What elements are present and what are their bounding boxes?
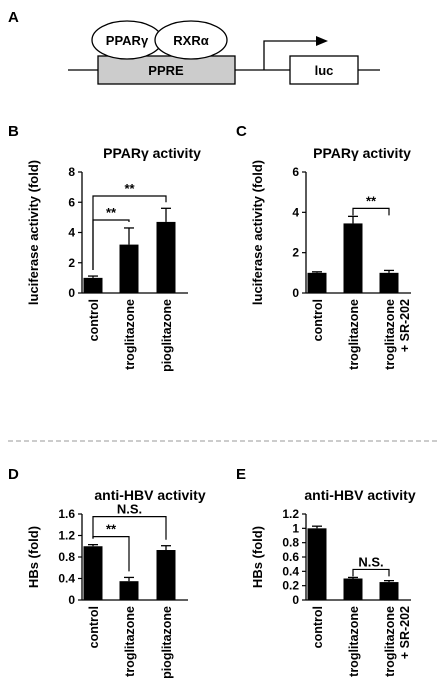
panel-letter-a: A (8, 9, 19, 26)
category-label: control (311, 299, 325, 341)
panel-letter-c: C (236, 123, 247, 140)
category-label: troglitazone (123, 299, 137, 370)
rxr-alpha-ellipse (154, 20, 228, 60)
ppre-box (97, 55, 236, 85)
chart-title: PPARγ activity (103, 145, 201, 161)
category-label: troglitazone (123, 606, 137, 677)
category-label: troglitazone (383, 606, 397, 677)
panel-letter-d: D (8, 466, 19, 483)
significance-bracket (92, 195, 167, 271)
chart-title: anti-HBV activity (94, 487, 205, 503)
y-axis-label: HBs (fold) (250, 526, 265, 588)
significance-label: ** (124, 181, 135, 196)
category-label: control (87, 606, 101, 648)
y-tick-label: 4 (292, 205, 299, 219)
y-tick-label: 4 (68, 226, 75, 240)
bar (379, 582, 399, 600)
y-tick-label: 6 (68, 195, 75, 209)
y-tick-label: 0.2 (282, 579, 299, 593)
category-label: + SR-202 (398, 606, 412, 659)
significance-label: N.S. (117, 502, 142, 517)
significance-label: ** (106, 205, 117, 220)
bar (119, 244, 139, 293)
y-tick-label: 0.4 (282, 564, 299, 578)
bar (119, 581, 139, 600)
chart-c-ppar-activity-sr202: PPARγ activity luciferase activity (fold)… (250, 145, 412, 370)
bar (379, 272, 399, 293)
category-label: control (87, 299, 101, 341)
y-tick-label: 1.6 (58, 507, 75, 521)
y-tick-label: 0.4 (58, 572, 75, 586)
category-label: troglitazone (383, 299, 397, 370)
transcription-arrow-head (316, 36, 328, 46)
category-label: + SR-202 (398, 299, 412, 352)
chart-d-anti-hbv: anti-HBV activity HBs (fold) 0 0.4 0.8 1.2 1.6… (26, 487, 206, 679)
y-tick-label: 0 (292, 593, 299, 607)
significance-bracket (92, 516, 167, 540)
y-tick-label: 0.8 (282, 536, 299, 550)
y-tick-label: 0.8 (58, 550, 75, 564)
y-tick-label: 0 (68, 593, 75, 607)
ppar-gamma-label: PPARγ (106, 33, 149, 48)
y-tick-label: 6 (292, 165, 299, 179)
category-label: troglitazone (347, 299, 361, 370)
bar (156, 550, 176, 600)
y-tick-label: 0.6 (282, 550, 299, 564)
ppre-label: PPRE (148, 63, 184, 78)
luc-box (289, 55, 359, 85)
bar (156, 221, 176, 293)
bar (307, 272, 327, 293)
y-tick-label: 8 (68, 165, 75, 179)
y-tick-label: 0 (68, 286, 75, 300)
chart-title: anti-HBV activity (304, 487, 415, 503)
panel-letter-e: E (236, 466, 246, 483)
y-tick-label: 1.2 (282, 507, 299, 521)
bar (83, 546, 103, 600)
bar (343, 578, 363, 600)
category-label: pioglitazone (160, 299, 174, 372)
y-tick-label: 0 (292, 286, 299, 300)
y-axis-label: luciferase activity (fold) (250, 160, 265, 305)
panel-letter-b: B (8, 123, 19, 140)
bar (83, 277, 103, 293)
significance-bracket (352, 568, 390, 577)
y-tick-label: 2 (292, 246, 299, 260)
transcription-arrow (263, 40, 318, 70)
schematic: A PPRE luc PPARγ RXRα (8, 9, 380, 85)
significance-label: ** (106, 522, 117, 537)
chart-title: PPARγ activity (313, 145, 411, 161)
rxr-alpha-label: RXRα (173, 33, 208, 48)
significance-bracket (352, 207, 390, 216)
y-tick-label: 2 (68, 256, 75, 270)
category-label: troglitazone (347, 606, 361, 677)
chart-b-ppar-activity: PPARγ activity luciferase activity (fold)… (26, 145, 201, 372)
category-label: control (311, 606, 325, 648)
y-tick-label: 1.2 (58, 529, 75, 543)
bar (307, 528, 327, 600)
bar (343, 223, 363, 293)
y-axis-label: luciferase activity (fold) (26, 160, 41, 305)
luc-label: luc (315, 63, 334, 78)
y-axis-label: HBs (fold) (26, 526, 41, 588)
y-tick-label: 1 (292, 521, 299, 535)
significance-label: ** (366, 193, 377, 208)
chart-e-anti-hbv-sr202: anti-HBV activity HBs (fold) 00.20.40.60.8… (250, 487, 416, 677)
significance-label: N.S. (358, 554, 383, 569)
category-label: pioglitazone (160, 606, 174, 679)
